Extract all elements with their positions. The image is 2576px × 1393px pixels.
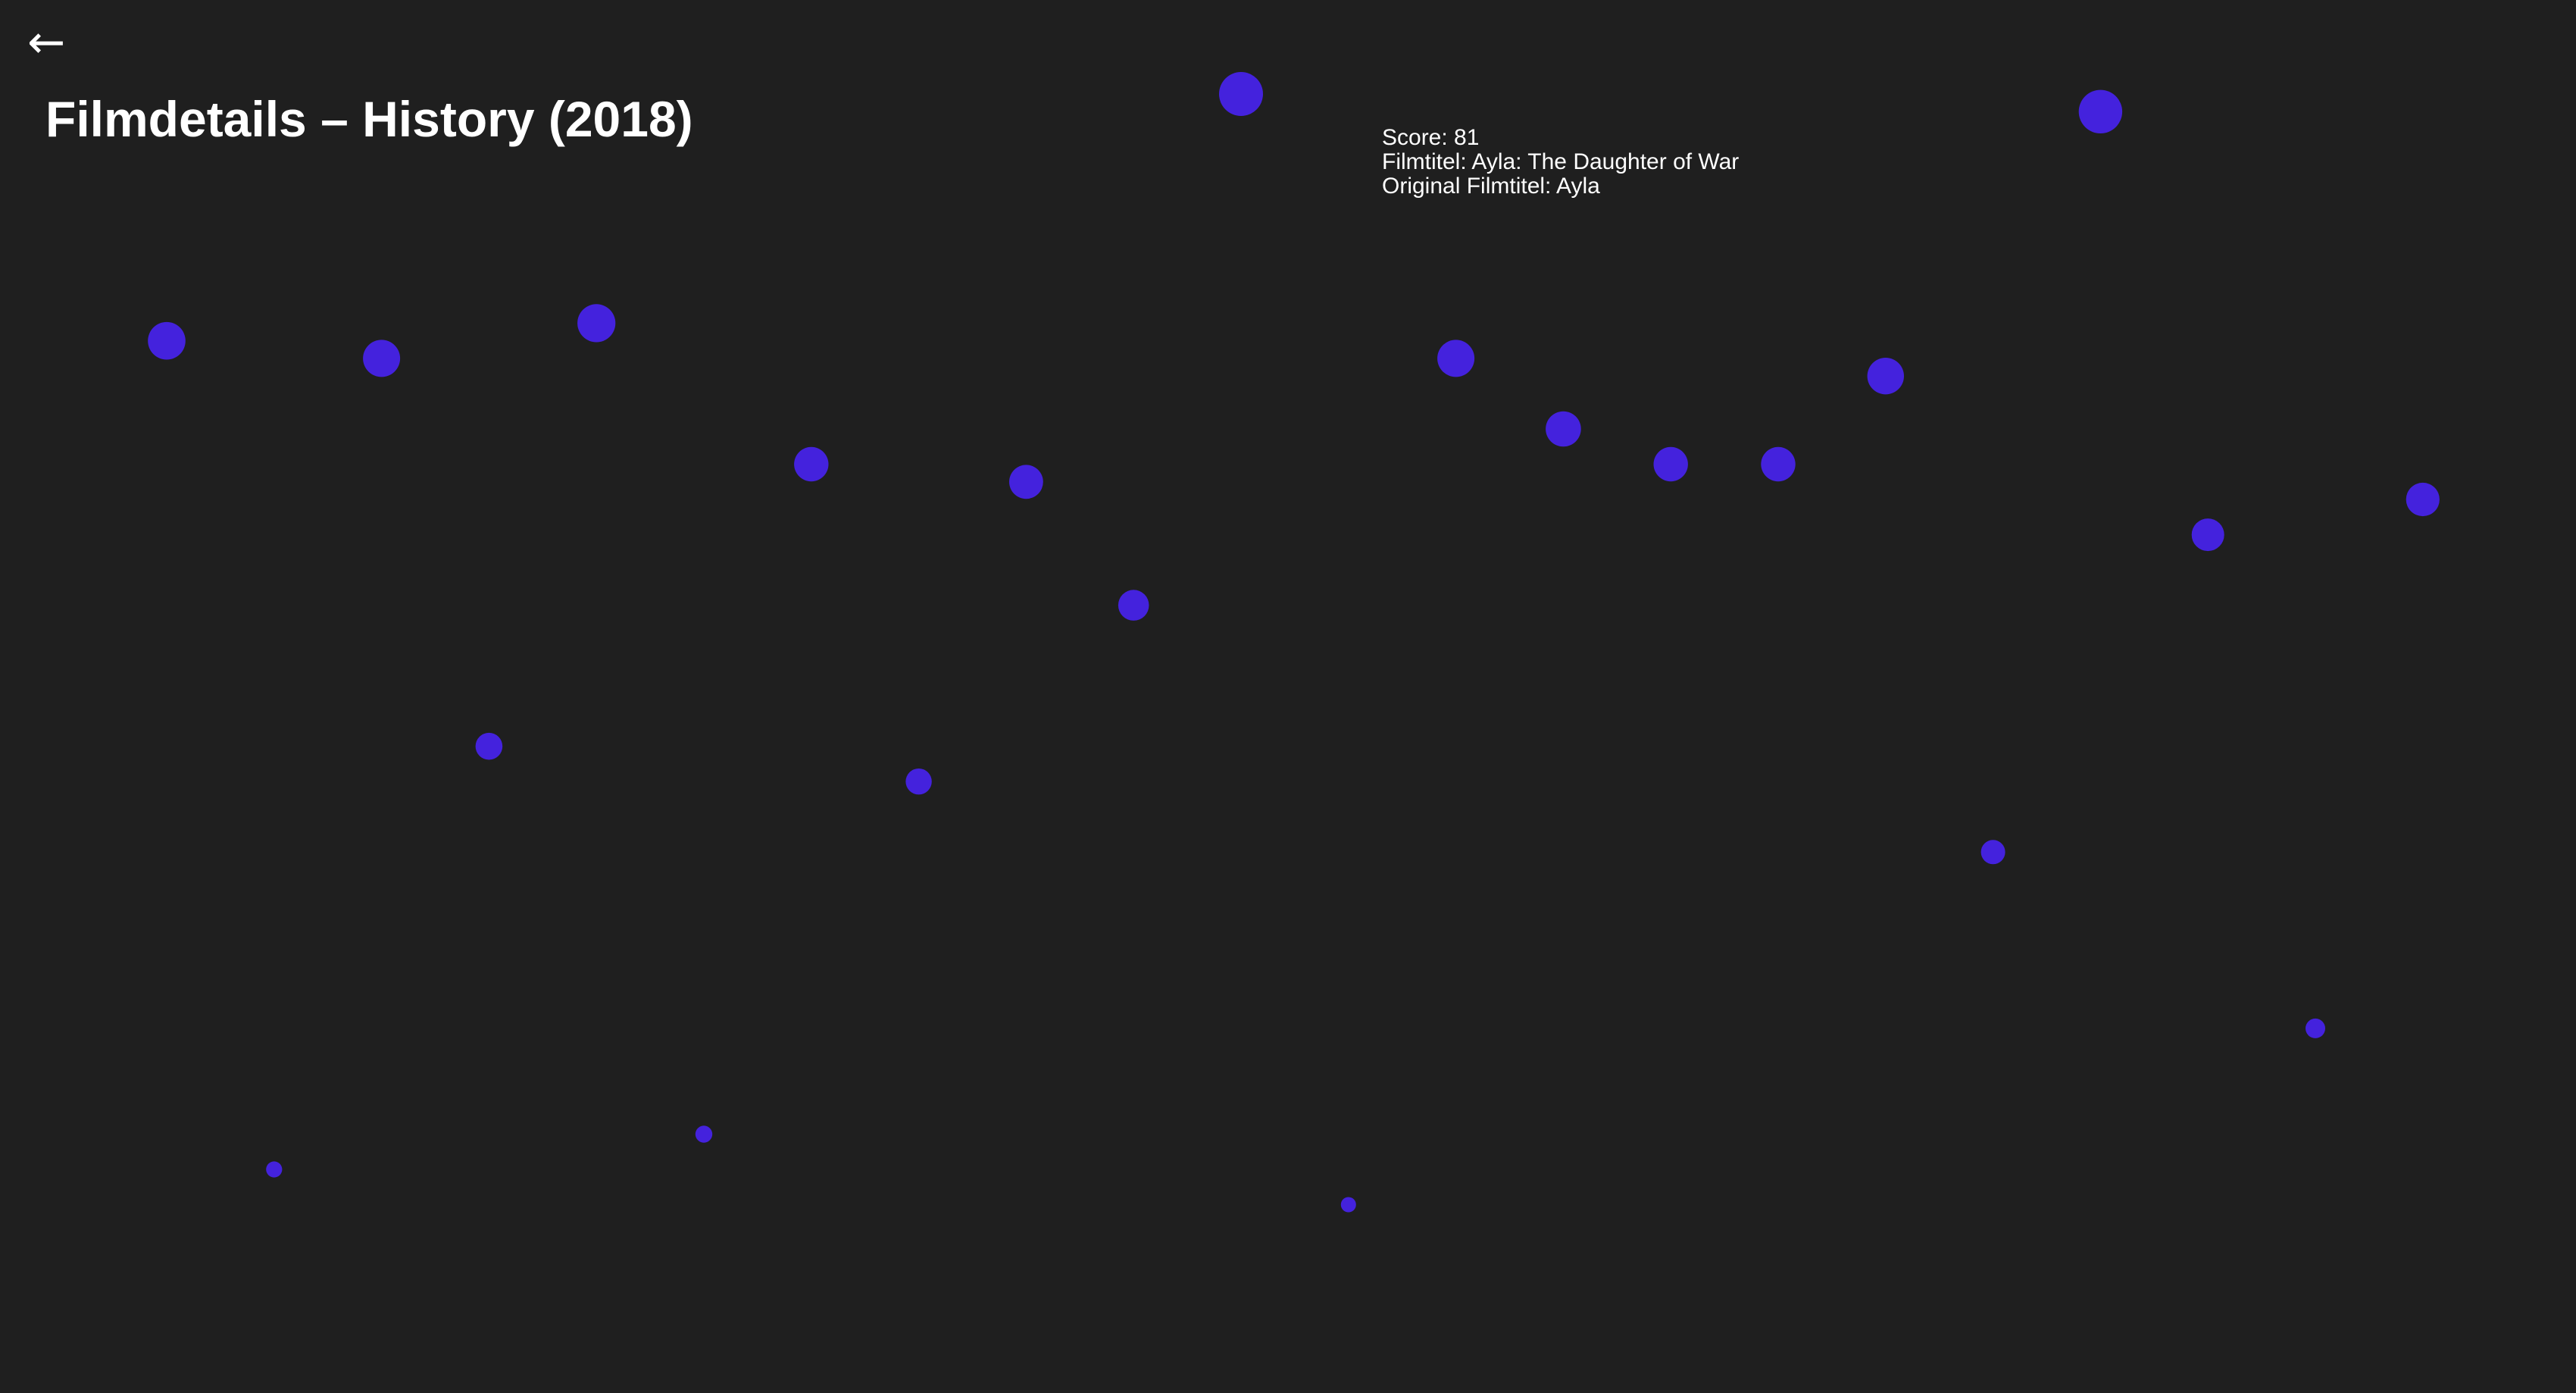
film-dot[interactable] (1546, 411, 1581, 447)
film-dot[interactable] (577, 304, 616, 343)
tooltip-score: Score: 81 (1382, 125, 1480, 150)
film-dot[interactable] (1867, 358, 1904, 395)
film-dot[interactable] (2406, 482, 2440, 517)
page-title: Filmdetails – History (2018) (45, 91, 693, 147)
tooltip-original-title: Original Filmtitel: Ayla (1382, 174, 1600, 199)
film-dot[interactable] (1219, 72, 1263, 116)
film-tooltip: Score: 81 Filmtitel: Ayla: The Daughter … (1382, 126, 1739, 199)
tooltip-film-title: Filmtitel: Ayla: The Daughter of War (1382, 149, 1740, 174)
film-dot[interactable] (1009, 465, 1043, 499)
film-dot[interactable] (475, 732, 503, 760)
film-dot[interactable] (1118, 590, 1149, 621)
film-dot[interactable] (148, 321, 186, 360)
film-dot[interactable] (2191, 518, 2224, 552)
film-dot[interactable] (695, 1125, 713, 1143)
film-dot[interactable] (363, 340, 401, 377)
film-dot[interactable] (1761, 446, 1796, 482)
film-dot[interactable] (1980, 840, 2005, 865)
back-arrow-icon[interactable]: ← (27, 16, 66, 69)
film-dot[interactable] (1437, 340, 1475, 377)
film-dot[interactable] (1340, 1197, 1356, 1213)
film-dot[interactable] (1653, 446, 1688, 482)
film-dot[interactable] (2306, 1018, 2325, 1038)
film-dot[interactable] (794, 446, 829, 482)
film-dot[interactable] (2078, 89, 2123, 133)
film-dot[interactable] (266, 1161, 283, 1178)
film-dot[interactable] (905, 768, 932, 795)
